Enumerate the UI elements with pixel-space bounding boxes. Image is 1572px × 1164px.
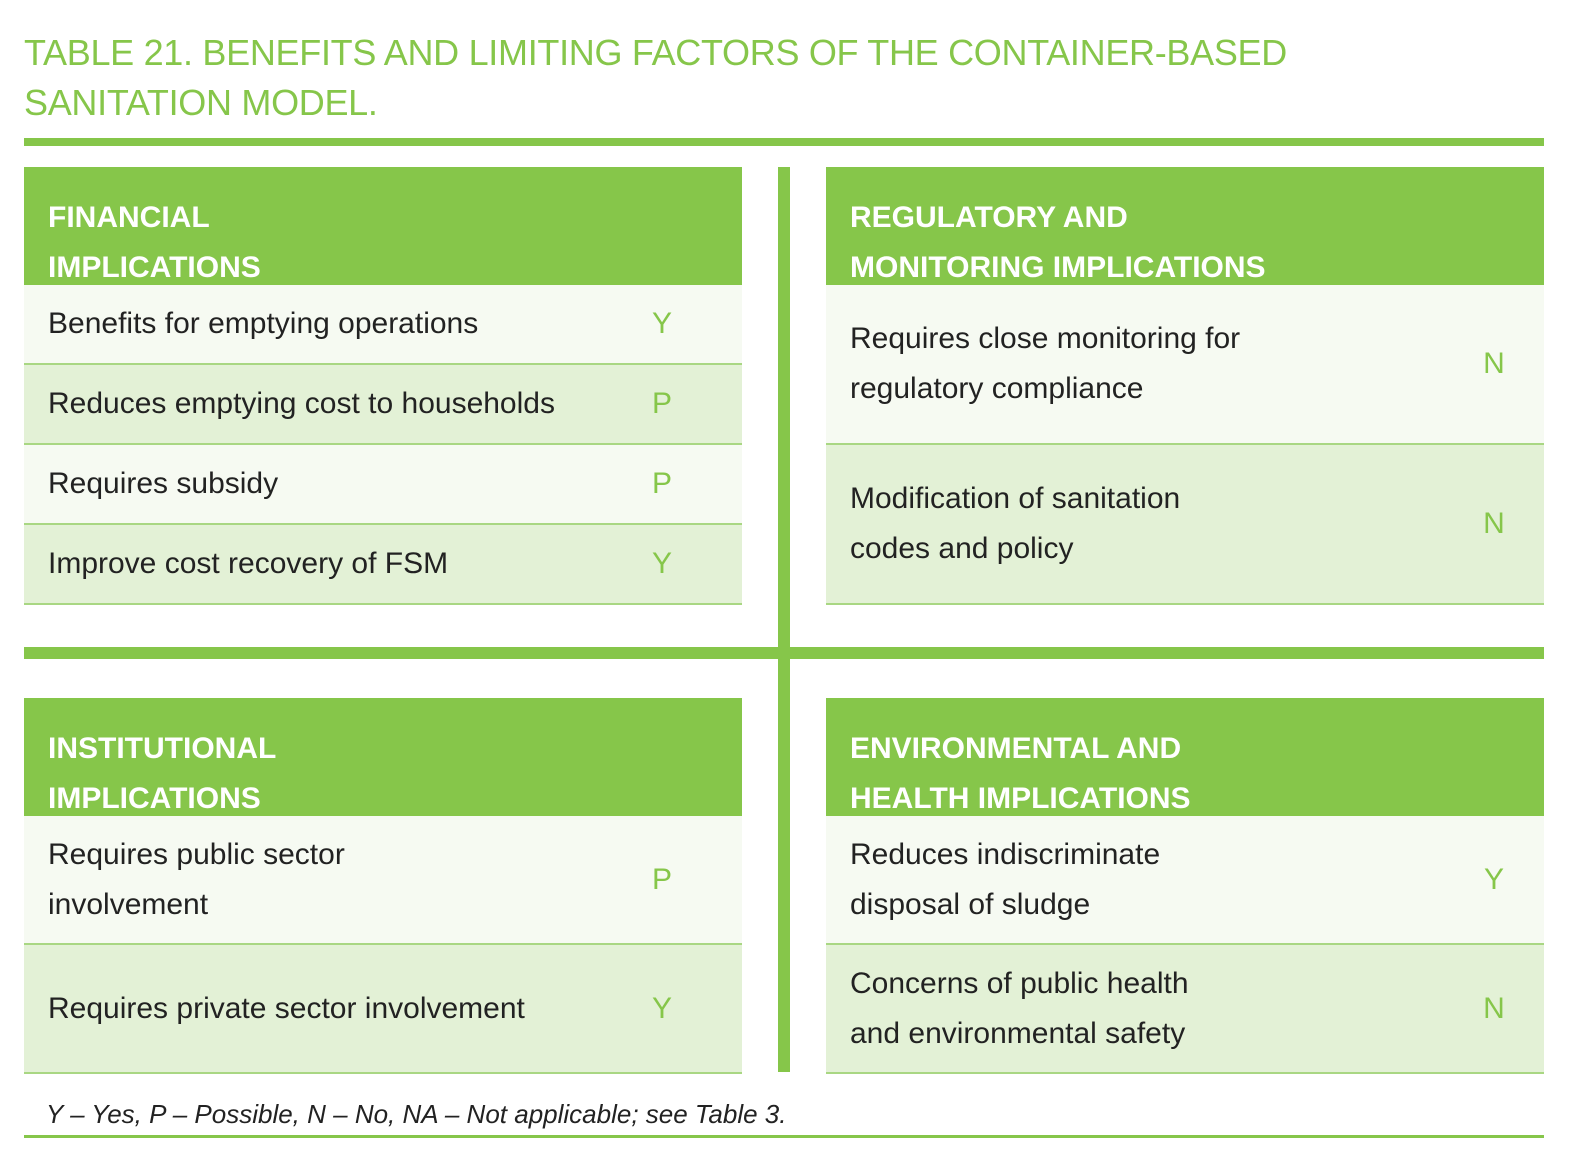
table-title-line-2: SANITATION MODEL.: [24, 82, 378, 123]
row-label-line: Improve cost recovery of FSM: [48, 547, 449, 580]
row-label-line: Reduces indiscriminate: [850, 837, 1161, 871]
panel-header-regulatory: REGULATORY AND MONITORING IMPLICATIONS: [826, 167, 1544, 285]
row-label-line: Requires private sector involvement: [48, 991, 525, 1025]
row-mark: P: [651, 387, 672, 420]
panel-header-line: HEALTH IMPLICATIONS: [850, 782, 1191, 815]
table-title: TABLE 21. BENEFITS AND LIMITING FACTORS …: [24, 28, 1544, 128]
row-mark: Y: [651, 547, 672, 580]
row-mark: N: [1483, 991, 1505, 1025]
row-mark: Y: [651, 307, 672, 340]
table-title-line-1: TABLE 21. BENEFITS AND LIMITING FACTORS …: [24, 32, 1287, 73]
panel-header-line: IMPLICATIONS: [48, 251, 261, 284]
row-label-line: Requires public sector: [48, 837, 345, 871]
table-row: Requires public sector involvement P: [24, 816, 742, 945]
row-label-line: Modification of sanitation: [850, 482, 1181, 515]
panel-header-line: MONITORING IMPLICATIONS: [850, 251, 1266, 284]
panel-header-line: INSTITUTIONAL: [48, 732, 277, 765]
row-label-line: and environmental safety: [850, 1016, 1186, 1050]
table-row: Modification of sanitation codes and pol…: [826, 445, 1544, 605]
title-rule: [24, 138, 1544, 146]
table-row: Benefits for emptying operations Y: [24, 285, 742, 365]
table-row: Improve cost recovery of FSM Y: [24, 525, 742, 605]
row-label: Improve cost recovery of FSM: [24, 539, 448, 589]
table-row: Reduces emptying cost to households P: [24, 365, 742, 445]
row-mark: N: [1483, 347, 1505, 380]
panel-header-line: FINANCIAL: [48, 201, 210, 234]
vertical-divider: [778, 167, 790, 1072]
footnote-rule: [24, 1135, 1544, 1138]
table-row: Requires private sector involvement Y: [24, 945, 742, 1074]
panel-environmental: ENVIRONMENTAL AND HEALTH IMPLICATIONS Re…: [826, 698, 1544, 1074]
row-label-line: Concerns of public health: [850, 966, 1189, 1000]
row-label: Requires subsidy: [24, 459, 278, 509]
row-mark: P: [651, 467, 672, 500]
panel-header-institutional: INSTITUTIONAL IMPLICATIONS: [24, 698, 742, 816]
row-label: Requires private sector involvement: [24, 984, 525, 1034]
row-mark: N: [1483, 507, 1505, 540]
row-label-line: involvement: [48, 887, 209, 921]
row-label-line: codes and policy: [850, 532, 1074, 565]
row-label-line: Requires close monitoring for: [850, 322, 1241, 355]
panel-header-line: REGULATORY AND: [850, 201, 1128, 234]
row-mark: Y: [651, 991, 672, 1025]
table-row: Reduces indiscriminate disposal of sludg…: [826, 816, 1544, 945]
horizontal-divider: [24, 647, 1544, 659]
panel-header-environmental: ENVIRONMENTAL AND HEALTH IMPLICATIONS: [826, 698, 1544, 816]
row-label-line: Requires subsidy: [48, 467, 279, 500]
panel-header-line: ENVIRONMENTAL AND: [850, 732, 1182, 765]
row-label: Reduces emptying cost to households: [24, 379, 555, 429]
row-label-line: regulatory compliance: [850, 372, 1144, 405]
row-label-line: Reduces emptying cost to households: [48, 387, 555, 420]
footnote: Y – Yes, P – Possible, N – No, NA – Not …: [46, 1099, 787, 1129]
panel-header-line: IMPLICATIONS: [48, 782, 261, 815]
row-label: Requires public sector involvement: [24, 830, 345, 930]
row-label: Reduces indiscriminate disposal of sludg…: [826, 830, 1160, 930]
row-label-line: Benefits for emptying operations: [48, 307, 479, 340]
row-label: Modification of sanitation codes and pol…: [826, 474, 1180, 574]
row-label: Concerns of public health and environmen…: [826, 959, 1189, 1059]
table-row: Concerns of public health and environmen…: [826, 945, 1544, 1074]
table-row: Requires subsidy P: [24, 445, 742, 525]
table-row: Requires close monitoring for regulatory…: [826, 285, 1544, 445]
row-mark: Y: [1483, 862, 1504, 896]
panel-header-financial: FINANCIAL IMPLICATIONS: [24, 167, 742, 285]
row-label-line: disposal of sludge: [850, 887, 1091, 921]
panel-institutional: INSTITUTIONAL IMPLICATIONS Requires publ…: [24, 698, 742, 1074]
row-label: Requires close monitoring for regulatory…: [826, 314, 1240, 414]
panel-regulatory: REGULATORY AND MONITORING IMPLICATIONS R…: [826, 167, 1544, 605]
row-label: Benefits for emptying operations: [24, 299, 478, 349]
panel-financial: FINANCIAL IMPLICATIONS Benefits for empt…: [24, 167, 742, 605]
row-mark: P: [651, 862, 672, 896]
